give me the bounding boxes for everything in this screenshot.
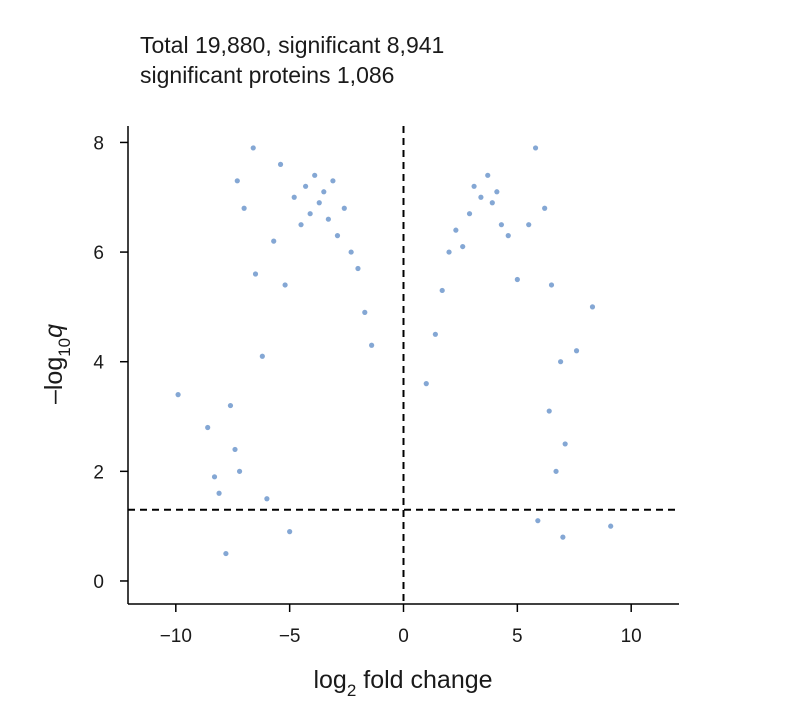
data-point — [362, 309, 368, 315]
data-point — [334, 233, 341, 239]
data-point — [548, 282, 555, 288]
data-point — [211, 474, 218, 480]
data-point — [241, 205, 247, 211]
data-point — [312, 172, 318, 178]
data-point — [439, 287, 445, 294]
data-point — [316, 200, 322, 206]
data-point — [573, 348, 580, 354]
y-tick-label: 6 — [93, 243, 104, 264]
data-point — [175, 392, 181, 398]
data-point — [282, 282, 288, 288]
data-point — [355, 265, 361, 272]
data-point — [369, 342, 375, 348]
x-axis-label: log2 fold change — [313, 666, 492, 700]
data-point — [223, 550, 229, 557]
data-point — [236, 468, 243, 474]
data-point — [535, 518, 541, 524]
x-tick-label: −5 — [279, 626, 301, 647]
data-point — [505, 233, 511, 239]
y-tick-label: 2 — [93, 462, 104, 483]
data-point — [232, 446, 238, 453]
data-point — [264, 496, 270, 502]
data-point — [532, 145, 539, 151]
data-point — [330, 178, 336, 184]
data-point — [553, 468, 559, 474]
data-point — [558, 359, 564, 365]
data-point — [216, 490, 222, 496]
y-axis-label: –log10q — [40, 324, 74, 404]
x-tick-label: 0 — [398, 626, 409, 647]
data-point — [307, 211, 313, 217]
data-point — [298, 222, 304, 228]
data-point — [348, 249, 354, 255]
data-point — [460, 243, 466, 250]
data-point — [423, 381, 429, 387]
data-point — [446, 249, 452, 255]
data-point — [205, 424, 211, 431]
data-point — [291, 194, 297, 200]
data-point — [466, 211, 473, 217]
data-point — [608, 523, 614, 529]
data-point — [560, 534, 566, 540]
data-point — [341, 205, 347, 211]
data-point — [277, 161, 284, 167]
data-point — [542, 205, 548, 211]
title-line-1: Total 19,880, significant 8,941 — [140, 32, 445, 58]
x-tick-label: 10 — [621, 626, 642, 647]
data-point — [234, 178, 240, 184]
y-tick-label: 4 — [93, 353, 104, 374]
data-point — [562, 441, 568, 447]
data-point — [250, 145, 256, 151]
data-point — [302, 183, 309, 189]
data-points — [175, 145, 614, 557]
data-point — [453, 227, 459, 233]
data-point — [252, 271, 259, 277]
data-point — [514, 276, 520, 283]
y-tick-label: 0 — [93, 572, 104, 593]
data-point — [546, 408, 552, 414]
data-point — [325, 216, 331, 222]
data-point — [287, 529, 293, 535]
x-tick-label: 5 — [512, 626, 523, 647]
data-point — [489, 200, 495, 206]
chart-title: Total 19,880, significant 8,941 signific… — [140, 30, 444, 90]
data-point — [478, 194, 484, 200]
y-ticks: 0 2 4 6 8 — [93, 133, 128, 593]
data-point — [432, 331, 438, 337]
data-point — [471, 183, 477, 189]
data-point — [589, 304, 596, 310]
data-point — [485, 172, 491, 178]
y-tick-label: 8 — [93, 133, 104, 154]
data-point — [271, 238, 277, 244]
data-point — [259, 353, 265, 359]
x-ticks: −10 −5 0 5 10 — [160, 604, 642, 647]
data-point — [494, 189, 500, 195]
title-line-2: significant proteins 1,086 — [140, 62, 395, 88]
data-point — [498, 222, 505, 228]
data-point — [526, 222, 532, 228]
x-tick-label: −10 — [160, 626, 192, 647]
data-point — [227, 402, 234, 409]
data-point — [321, 189, 327, 195]
